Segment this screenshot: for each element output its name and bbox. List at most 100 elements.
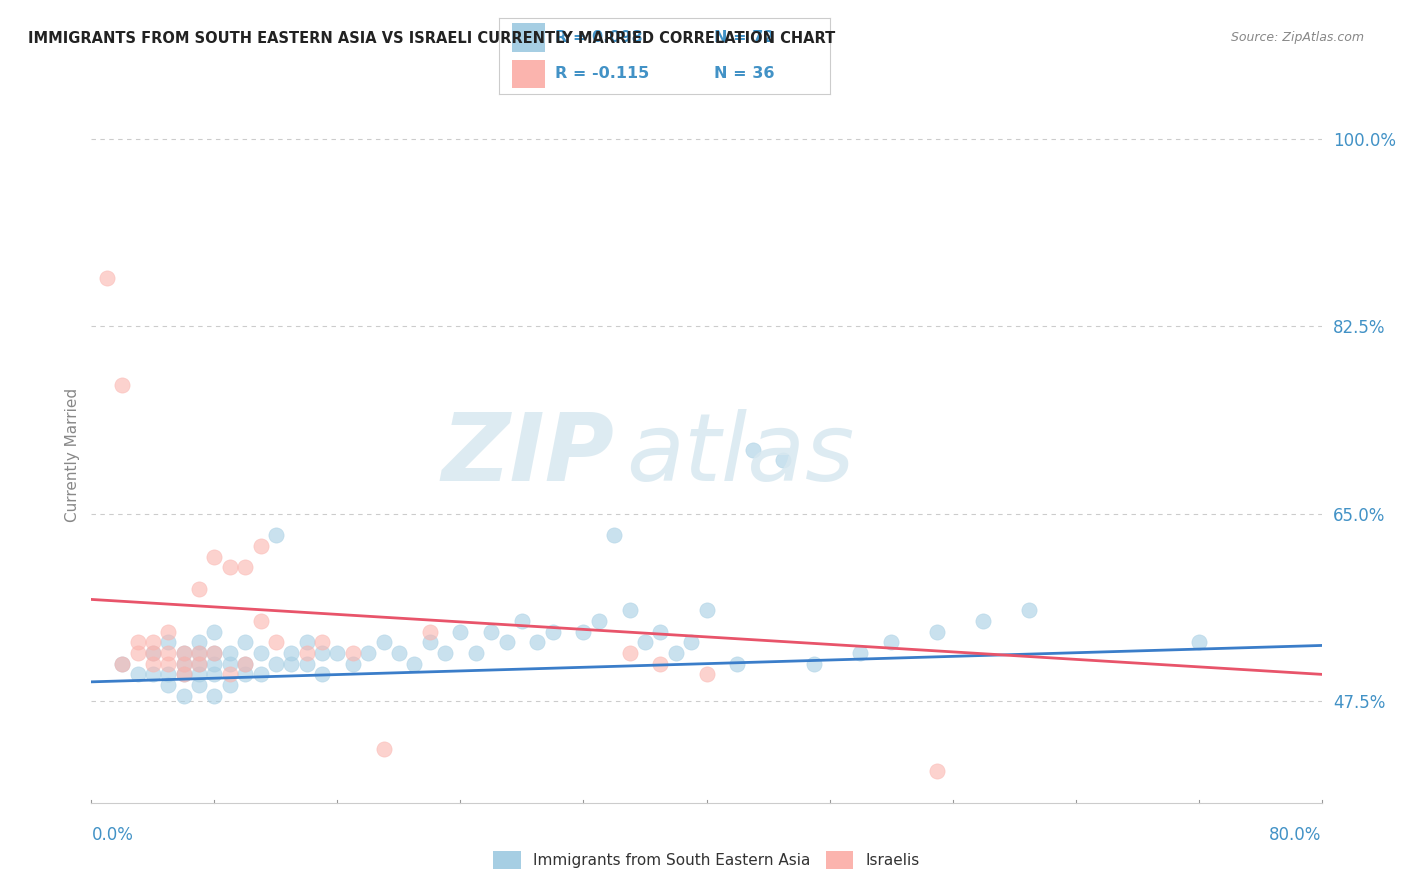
Point [619, 603, 641, 617]
Point [111, 657, 134, 671]
Point [188, 657, 211, 671]
Point [157, 646, 180, 660]
FancyBboxPatch shape [512, 23, 546, 52]
Point [388, 646, 411, 660]
Point [127, 646, 149, 660]
Point [157, 635, 180, 649]
Text: N = 36: N = 36 [714, 66, 775, 81]
Point [665, 646, 688, 660]
Point [188, 646, 211, 660]
Point [311, 667, 333, 681]
Point [650, 657, 672, 671]
Point [264, 635, 287, 649]
Point [264, 528, 287, 542]
Text: atlas: atlas [627, 409, 855, 500]
Point [202, 549, 225, 564]
Point [218, 678, 240, 692]
Point [510, 614, 533, 628]
Point [111, 378, 134, 392]
Point [880, 635, 903, 649]
Point [202, 667, 225, 681]
Point [264, 657, 287, 671]
Point [188, 667, 211, 681]
Point [218, 667, 240, 681]
Point [218, 657, 240, 671]
Point [202, 689, 225, 703]
Point [803, 657, 825, 671]
Legend: Immigrants from South Eastern Asia, Israelis: Immigrants from South Eastern Asia, Isra… [488, 846, 925, 875]
Point [295, 635, 318, 649]
Text: 0.0%: 0.0% [91, 826, 134, 845]
Point [202, 646, 225, 660]
Text: R = 0.098: R = 0.098 [555, 30, 643, 45]
Point [218, 646, 240, 660]
Point [342, 657, 364, 671]
Point [233, 667, 256, 681]
Point [142, 635, 165, 649]
Point [927, 764, 949, 778]
Point [233, 635, 256, 649]
Point [1018, 603, 1040, 617]
Point [157, 624, 180, 639]
Point [479, 624, 502, 639]
Point [434, 646, 457, 660]
Point [572, 624, 595, 639]
Point [173, 646, 195, 660]
Point [280, 646, 302, 660]
Point [142, 646, 165, 660]
Point [419, 624, 441, 639]
Point [249, 667, 271, 681]
Point [127, 667, 149, 681]
Point [295, 646, 318, 660]
Point [157, 667, 180, 681]
Point [311, 635, 333, 649]
Point [295, 657, 318, 671]
Point [603, 528, 626, 542]
Point [927, 624, 949, 639]
Point [202, 624, 225, 639]
Point [404, 657, 426, 671]
Point [249, 646, 271, 660]
Point [218, 560, 240, 574]
Text: N = 72: N = 72 [714, 30, 775, 45]
Point [725, 657, 748, 671]
Point [972, 614, 994, 628]
Point [495, 635, 517, 649]
Point [280, 838, 302, 853]
Point [111, 657, 134, 671]
Point [127, 635, 149, 649]
Point [373, 742, 395, 756]
Point [202, 646, 225, 660]
Point [634, 635, 657, 649]
Point [619, 646, 641, 660]
Text: R = -0.115: R = -0.115 [555, 66, 650, 81]
Point [142, 667, 165, 681]
FancyBboxPatch shape [512, 60, 546, 88]
Point [188, 582, 211, 596]
Y-axis label: Currently Married: Currently Married [65, 388, 80, 522]
Point [142, 646, 165, 660]
Text: 80.0%: 80.0% [1270, 826, 1322, 845]
Point [249, 614, 271, 628]
Point [1080, 806, 1102, 821]
Point [233, 657, 256, 671]
Point [173, 667, 195, 681]
Point [233, 560, 256, 574]
Point [326, 646, 349, 660]
Point [419, 635, 441, 649]
Point [173, 689, 195, 703]
Point [373, 635, 395, 649]
Point [588, 614, 610, 628]
Point [696, 667, 718, 681]
Point [249, 539, 271, 553]
Point [526, 635, 548, 649]
Point [157, 657, 180, 671]
Point [449, 624, 471, 639]
Point [96, 271, 118, 285]
Point [1187, 635, 1209, 649]
Point [142, 657, 165, 671]
Point [541, 624, 564, 639]
Point [650, 624, 672, 639]
Point [173, 667, 195, 681]
Point [173, 646, 195, 660]
